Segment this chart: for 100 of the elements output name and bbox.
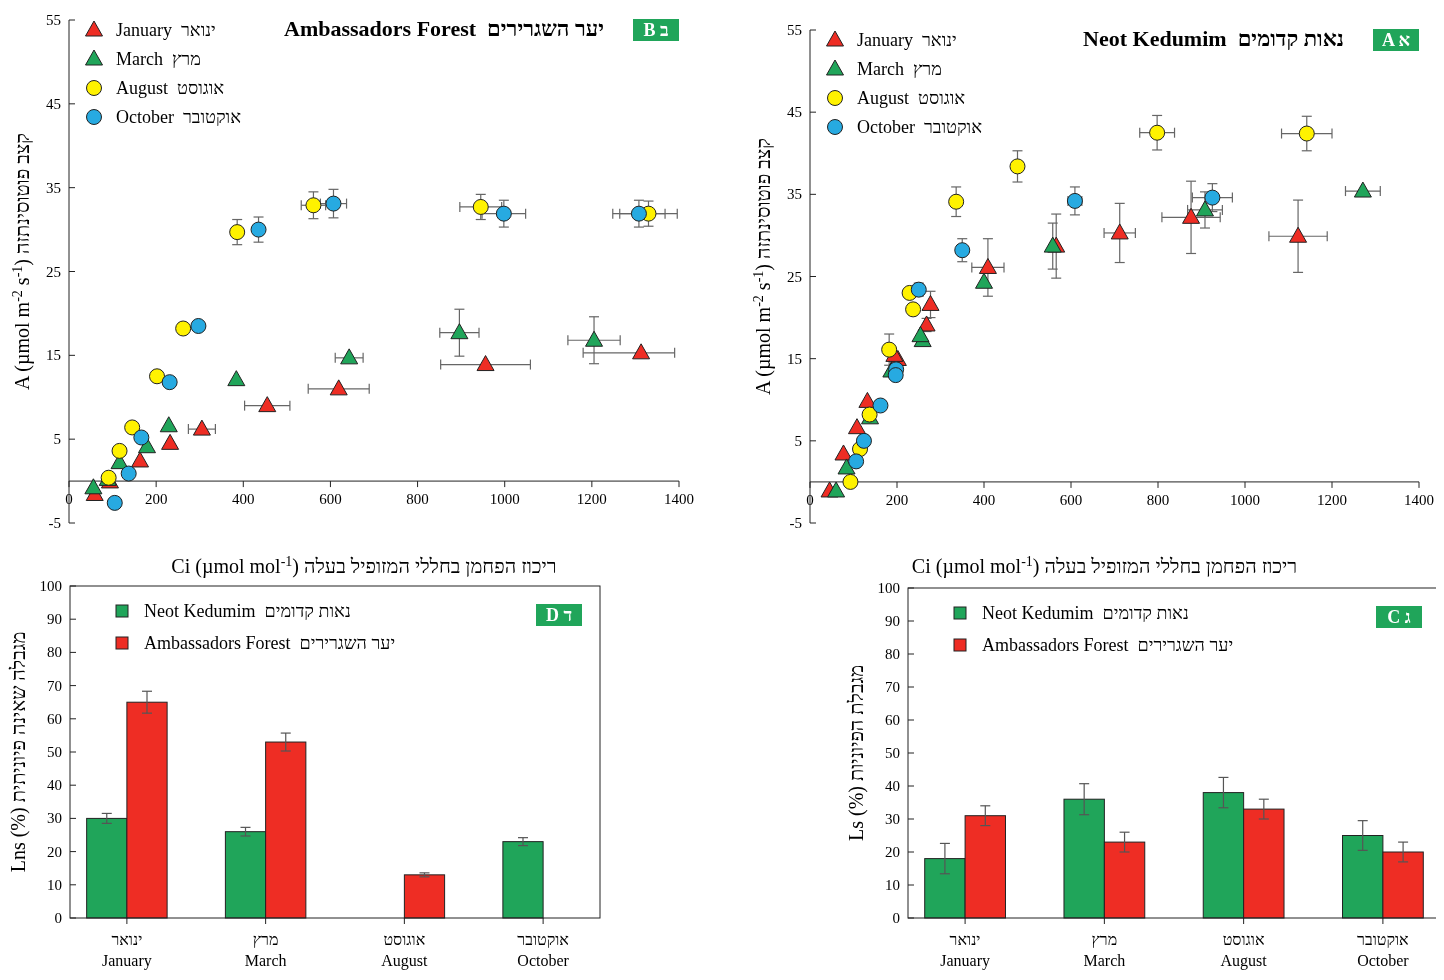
panel-badge: D ד <box>536 604 582 626</box>
point <box>190 317 207 334</box>
legend-label: January ינואר <box>857 30 957 50</box>
point <box>450 323 469 340</box>
legend-label: Ambassadors Forest יער השגרירים <box>144 633 396 653</box>
point <box>827 481 846 498</box>
x-tick-label: 800 <box>1146 491 1170 508</box>
x-tick-label: 1400 <box>664 491 694 508</box>
y-tick-label: 30 <box>885 811 900 827</box>
point <box>305 197 322 214</box>
y-tick-label: 80 <box>47 644 62 661</box>
y-tick-label: 55 <box>787 22 802 38</box>
y-tick-label: 25 <box>46 263 61 280</box>
y-tick-label: 90 <box>47 611 62 628</box>
point <box>1298 125 1315 142</box>
panel-badge: B ב <box>633 19 679 41</box>
y-tick-label: 40 <box>885 778 900 794</box>
point <box>585 330 604 347</box>
y-tick-label: 70 <box>47 677 62 694</box>
y-tick-label: 50 <box>885 745 900 761</box>
point <box>630 205 647 222</box>
point <box>161 374 178 391</box>
point <box>175 320 192 337</box>
point <box>905 301 922 318</box>
point <box>847 418 866 435</box>
point <box>1182 207 1201 224</box>
y-tick-label: 55 <box>46 12 61 28</box>
point <box>472 198 489 215</box>
point <box>325 195 342 212</box>
annotation: C ג <box>1387 607 1411 627</box>
y-axis-title: Ls (%) מגבלת הפיוניות <box>845 664 868 842</box>
y-tick-label: 15 <box>787 350 802 367</box>
legend-label: August אוגוסט <box>857 88 966 108</box>
point <box>855 432 872 449</box>
point <box>975 272 993 289</box>
y-tick-label: -5 <box>789 515 802 531</box>
point <box>161 433 180 450</box>
y-tick-label: 60 <box>885 712 900 728</box>
point <box>84 478 103 495</box>
point <box>120 465 137 482</box>
y-tick-label: 30 <box>47 810 62 827</box>
y-tick-label: 10 <box>47 876 62 893</box>
y-tick-label: 40 <box>47 777 62 794</box>
point <box>1204 189 1221 206</box>
x-tick-label: 600 <box>319 491 342 508</box>
point <box>1289 226 1308 243</box>
y-tick-label: -5 <box>48 515 61 531</box>
annotation: D ד <box>545 605 573 625</box>
x-tick-label: 400 <box>232 491 255 508</box>
point <box>911 326 930 343</box>
point <box>124 419 141 436</box>
point <box>842 473 859 490</box>
point <box>111 442 128 459</box>
y-tick-label: 0 <box>54 910 62 926</box>
x-tick-label: 0 <box>65 491 73 508</box>
y-tick-label: 60 <box>47 710 62 727</box>
point <box>131 451 150 468</box>
x-tick-label: 1200 <box>1317 491 1347 508</box>
y-tick-label: 80 <box>885 646 900 662</box>
point <box>1110 223 1129 240</box>
annotation: A א <box>1381 30 1411 50</box>
point <box>1195 200 1214 217</box>
x-tick-label: 1400 <box>1404 491 1434 508</box>
x-tick-label: 1000 <box>1230 491 1260 508</box>
point <box>133 429 150 446</box>
point <box>872 397 889 414</box>
y-tick-label: 70 <box>885 679 900 695</box>
point <box>1149 124 1166 141</box>
point <box>921 294 940 311</box>
y-tick-label: 45 <box>46 95 61 112</box>
x-tick-label: 600 <box>1059 491 1083 508</box>
x-tick-label: 1000 <box>489 491 520 508</box>
y-tick-label: 25 <box>787 268 802 285</box>
y-tick-label: 20 <box>47 843 62 860</box>
legend-label: March מרץ <box>857 59 942 79</box>
point <box>258 396 277 413</box>
point <box>1009 158 1026 175</box>
point <box>495 205 512 222</box>
point <box>948 193 965 210</box>
legend-label: October אוקטובר <box>116 107 242 127</box>
point <box>848 453 865 470</box>
point <box>978 257 997 274</box>
point <box>159 416 178 433</box>
legend-label: Neot Kedumim נאות קדומים <box>144 601 351 621</box>
legend-label: Neot Kedumim נאות קדומים <box>982 603 1189 623</box>
legend-label: October אוקטובר <box>857 117 983 137</box>
point <box>954 242 971 259</box>
y-tick-label: 50 <box>47 744 62 760</box>
y-axis-title: Lns (%) מגבלה שאינה פיוניתית <box>7 631 30 873</box>
x-tick-label: 800 <box>406 491 429 508</box>
point <box>250 221 267 238</box>
annotation: B ב <box>643 20 669 40</box>
y-tick-label: 100 <box>877 580 900 596</box>
legend-label: January ינואר <box>116 20 216 40</box>
y-tick-label: 5 <box>794 432 802 449</box>
y-tick-label: 90 <box>885 613 900 629</box>
y-tick-label: 45 <box>787 104 802 121</box>
point <box>227 370 246 387</box>
panel-badge: A א <box>1373 29 1419 51</box>
x-tick-label: 200 <box>144 491 168 508</box>
